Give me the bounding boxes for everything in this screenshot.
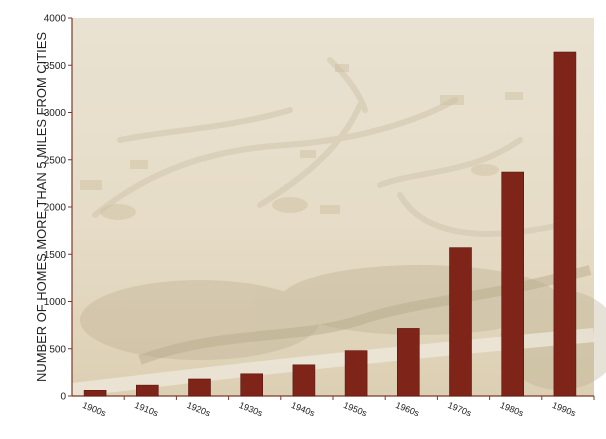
x-tick-label: 1930s bbox=[238, 400, 265, 419]
bar-1980s bbox=[501, 171, 525, 397]
x-tick-label: 1900s bbox=[81, 400, 108, 419]
bar-1910s bbox=[136, 384, 159, 397]
x-tick-label: 1940s bbox=[290, 400, 317, 419]
y-tick-label: 1000 bbox=[44, 297, 67, 308]
y-tick-label: 2500 bbox=[44, 155, 67, 166]
x-ticks: 1900s 1910s 1920s 1930s 1940s 1950s 1960s 1970s… bbox=[81, 396, 595, 419]
bar-1970s bbox=[449, 247, 472, 397]
y-tick-label: 0 bbox=[60, 392, 66, 403]
y-tick-label: 3000 bbox=[44, 108, 67, 119]
x-tick-label: 1970s bbox=[446, 400, 473, 419]
bar-1950s bbox=[344, 350, 368, 397]
y-axis-title: NUMBER OF HOMES MORE THAN 5 MILES FROM C… bbox=[34, 32, 49, 382]
bar-1920s bbox=[188, 378, 211, 397]
bar-1930s bbox=[240, 373, 263, 397]
bar-1960s bbox=[396, 328, 420, 397]
y-tick-label: 1500 bbox=[44, 250, 67, 261]
y-tick-label: 2000 bbox=[44, 203, 67, 214]
y-ticks: 0 500 1000 1500 2000 2500 3000 3500 4000 bbox=[44, 14, 72, 403]
x-tick-label: 1990s bbox=[551, 400, 578, 419]
bar-1940s bbox=[292, 364, 316, 397]
y-tick-label: 3500 bbox=[44, 61, 67, 72]
x-tick-label: 1980s bbox=[499, 400, 526, 419]
x-tick-label: 1950s bbox=[342, 400, 369, 419]
bar-1990s bbox=[553, 51, 577, 397]
background-aerial-photo bbox=[71, 18, 606, 397]
y-tick-label: 500 bbox=[49, 344, 66, 355]
bars bbox=[83, 51, 577, 397]
bar-1900s bbox=[83, 390, 107, 397]
y-tick-label: 4000 bbox=[44, 14, 67, 25]
x-tick-label: 1910s bbox=[133, 400, 160, 419]
x-tick-label: 1960s bbox=[394, 400, 421, 419]
x-tick-label: 1920s bbox=[185, 400, 212, 419]
